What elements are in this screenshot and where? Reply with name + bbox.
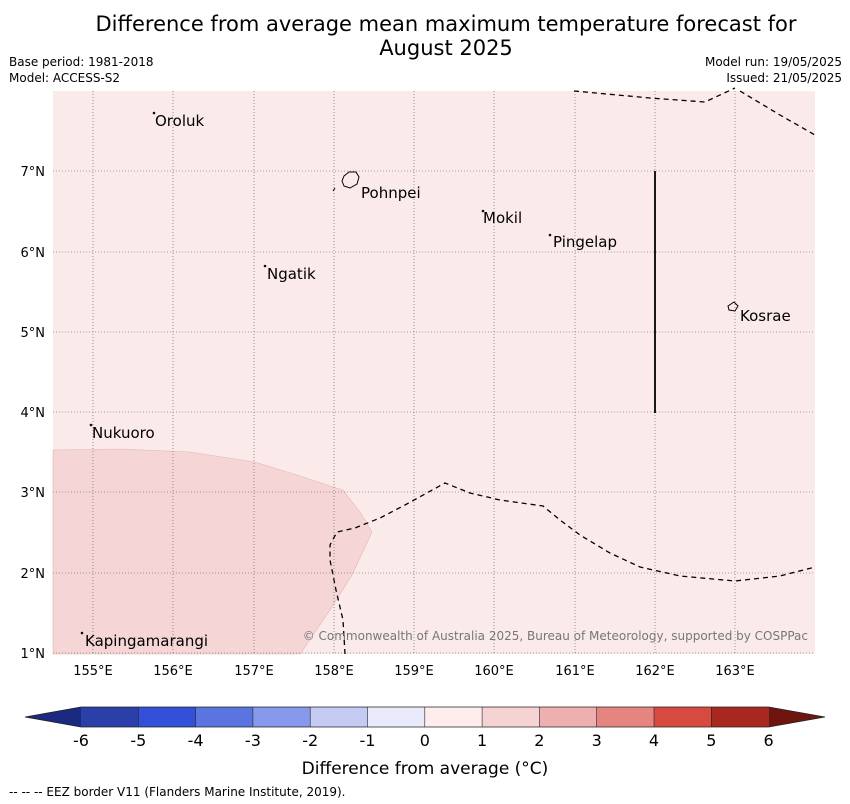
colorbar-bin-5: [367, 707, 425, 727]
pohnpei-island: [341, 171, 360, 189]
gridlines: [53, 91, 815, 654]
colorbar-high-extend: [768, 707, 825, 727]
colorbar-bin-4: [310, 707, 368, 727]
lon-label-155e: 155°E: [73, 664, 113, 679]
lon-label-160e: 160°E: [474, 664, 514, 679]
model-info: Base period: 1981-2018 Model: ACCESS-S2: [9, 54, 154, 86]
lon-label-156e: 156°E: [153, 664, 193, 679]
lat-label-4n: 4°N: [21, 406, 46, 421]
colorbar-label: Difference from average (°C): [302, 759, 549, 779]
colorbar-tick: 6: [764, 731, 774, 750]
title-line-1: Difference from average mean maximum tem…: [95, 12, 797, 36]
lon-label-158e: 158°E: [314, 664, 354, 679]
place-mokil: Mokil: [483, 209, 522, 227]
issued-date: Issued: 21/05/2025: [726, 71, 842, 85]
lat-label-1n: 1°N: [21, 647, 46, 662]
lon-label-157e: 157°E: [234, 664, 274, 679]
colorbar-tick: -1: [360, 731, 376, 750]
colorbar-tick: -6: [73, 731, 89, 750]
colorbar-bin-6: [424, 707, 483, 727]
place-nukuoro: Nukuoro: [92, 424, 155, 442]
model-run: Model run: 19/05/2025: [704, 55, 842, 69]
place-pingelap: Pingelap: [553, 233, 617, 251]
lat-label-2n: 2°N: [21, 567, 46, 582]
place-oroluk: Oroluk: [155, 112, 204, 130]
colorbar-bin-2: [195, 707, 253, 727]
map-title: Difference from average mean maximum tem…: [0, 12, 850, 60]
place-pohnpei: Pohnpei: [361, 184, 421, 202]
lon-label-163e: 163°E: [715, 664, 755, 679]
colorbar-tick: 0: [420, 731, 430, 750]
copyright-text: © Commonwealth of Australia 2025, Bureau…: [303, 629, 808, 643]
colorbar-tick: 4: [649, 731, 659, 750]
colorbar: [24, 706, 826, 728]
colorbar-tick: -5: [130, 731, 146, 750]
eez-borders: [329, 87, 816, 655]
colorbar-tick: 3: [592, 731, 602, 750]
colorbar-tick: 2: [534, 731, 544, 750]
colorbar-bin-8: [539, 707, 597, 727]
lon-label-161e: 161°E: [555, 664, 595, 679]
lat-label-5n: 5°N: [21, 326, 46, 341]
title-line-2: August 2025: [379, 36, 513, 60]
colorbar-bin-7: [482, 707, 540, 727]
eez-footnote: -- -- -- EEZ border V11 (Flanders Marine…: [9, 785, 346, 799]
colorbar-bin-3: [252, 707, 311, 727]
colorbar-bin-11: [711, 707, 769, 727]
islands: [80, 111, 739, 635]
place-kapingamarangi: Kapingamarangi: [85, 632, 208, 650]
colorbar-tick: 1: [477, 731, 487, 750]
lat-label-6n: 6°N: [21, 246, 46, 261]
kosrae-island: [727, 301, 739, 312]
colorbar-bin-1: [138, 707, 196, 727]
colorbar-tick: -3: [245, 731, 261, 750]
colorbar-tick: -4: [188, 731, 204, 750]
warm-anomaly-zone: [52, 448, 373, 655]
colorbar-bin-10: [654, 707, 712, 727]
lat-label-7n: 7°N: [21, 165, 46, 180]
colorbar-low-extend: [25, 707, 81, 727]
colorbar-tick: 5: [706, 731, 716, 750]
place-kosrae: Kosrae: [740, 307, 791, 325]
base-period: Base period: 1981-2018: [9, 55, 154, 69]
colorbar-bin-0: [81, 707, 139, 727]
lon-label-159e: 159°E: [394, 664, 434, 679]
lon-label-162e: 162°E: [635, 664, 675, 679]
colorbar-bin-9: [596, 707, 654, 727]
model-name: Model: ACCESS-S2: [9, 71, 121, 85]
lat-label-3n: 3°N: [21, 486, 46, 501]
run-info: Model run: 19/05/2025 Issued: 21/05/2025: [705, 54, 842, 86]
colorbar-tick: -2: [302, 731, 318, 750]
place-ngatik: Ngatik: [267, 265, 316, 283]
